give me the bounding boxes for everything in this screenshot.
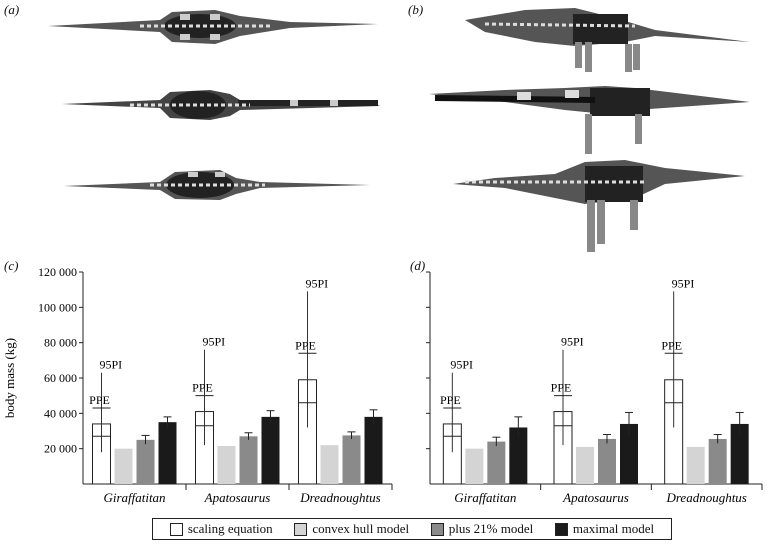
panel-label-b: (b) (408, 2, 424, 17)
pi-annotation: 95PI (100, 358, 123, 372)
bar (576, 446, 594, 484)
ppe-annotation: PPE (89, 393, 110, 407)
pi-annotation: 95PI (561, 335, 584, 349)
y-tick-label: 60 000 (44, 371, 77, 385)
top-view-models (48, 10, 380, 200)
bar (342, 435, 361, 484)
ppe-annotation: PPE (551, 381, 572, 395)
y-tick-label: 20 000 (44, 442, 77, 456)
legend-item-3: maximal model (554, 521, 655, 537)
x-tick-label: Apatosaurus (204, 490, 271, 505)
legend-label: scaling equation (187, 521, 273, 536)
legend-swatch (554, 522, 568, 536)
legend: scaling equation convex hull model plus 21… (152, 518, 672, 540)
ppe-annotation: PPE (192, 381, 213, 395)
panel-label-c: (c) (4, 258, 19, 273)
bar (620, 423, 638, 484)
bar (261, 416, 280, 484)
panel-label-a: (a) (4, 2, 20, 17)
y-tick-label: 80 000 (44, 336, 77, 350)
bar (158, 422, 177, 484)
x-tick-label: Apatosaurus (562, 490, 629, 505)
bar (708, 438, 727, 484)
x-tick-label: Giraffatitan (103, 490, 165, 505)
x-tick-label: Dreadnoughtus (665, 490, 746, 505)
y-tick-label: 120 000 (38, 265, 77, 279)
ppe-annotation: PPE (295, 338, 316, 352)
legend-swatch (169, 522, 183, 536)
side-view-model-2 (429, 86, 750, 154)
panel-label-d: (d) (410, 258, 426, 273)
pi-annotation: 95PI (672, 276, 695, 290)
bar (730, 423, 749, 484)
bar (114, 448, 133, 484)
legend-item-0: scaling equation (169, 521, 273, 537)
pi-annotation: 95PI (203, 335, 226, 349)
top-view-model-1 (48, 10, 378, 44)
bar (509, 427, 528, 484)
bar-chart-c: 20 000 40 000 60 000 80 000 100 000 120 000 bo… (2, 265, 393, 505)
bar (487, 441, 506, 484)
legend-swatch (294, 522, 308, 536)
y-axis-label: body mass (kg) (2, 338, 17, 418)
bar (217, 446, 236, 484)
bar (239, 436, 258, 484)
bar-chart-d: 95PI PPE Giraffatitan 95PI PPE Apatosaurus 95P… (426, 271, 763, 505)
ppe-annotation: PPE (440, 393, 461, 407)
top-view-model-2 (62, 90, 380, 120)
top-view-model-3 (64, 170, 370, 200)
side-view-models (429, 8, 750, 252)
y-tick-label: 100 000 (38, 300, 77, 314)
x-tick-label: Giraffatitan (454, 490, 516, 505)
bar (320, 445, 339, 484)
side-view-model-1 (465, 8, 750, 72)
legend-item-1: convex hull model (294, 521, 409, 537)
y-tick-label: 40 000 (44, 406, 77, 420)
bar (465, 448, 484, 484)
legend-label: convex hull model (312, 521, 410, 536)
legend-item-2: plus 21% model (430, 521, 534, 537)
pi-annotation: 95PI (306, 276, 329, 290)
bar (136, 439, 155, 484)
legend-label: maximal model (572, 521, 655, 536)
x-tick-label: Dreadnoughtus (299, 490, 380, 505)
legend-swatch (430, 522, 444, 536)
side-view-model-3 (453, 160, 745, 252)
legend-label: plus 21% model (448, 521, 534, 536)
ppe-annotation: PPE (661, 338, 682, 352)
bar (364, 416, 383, 484)
pi-annotation: 95PI (450, 358, 473, 372)
bar (598, 438, 616, 484)
bar (686, 446, 705, 484)
